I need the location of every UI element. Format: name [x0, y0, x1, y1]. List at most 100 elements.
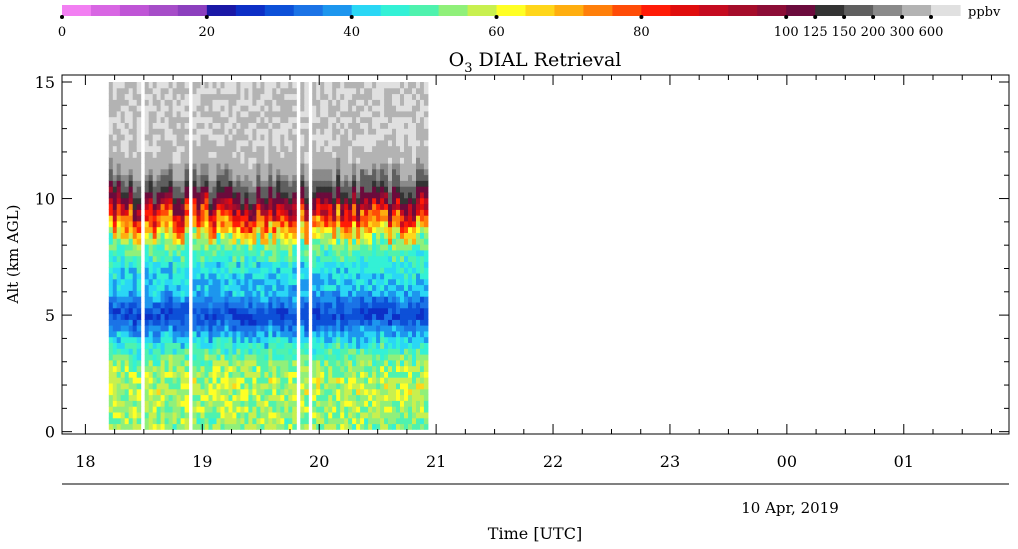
heatmap-cell — [380, 394, 385, 401]
heatmap-cell — [368, 116, 373, 123]
heatmap-cell — [384, 302, 389, 309]
heatmap-cell — [148, 116, 154, 123]
heatmap-cell — [376, 307, 381, 315]
heatmap-cell — [156, 412, 162, 419]
heatmap-cell — [300, 417, 305, 425]
heatmap-cell — [144, 203, 150, 210]
heatmap-cell — [400, 220, 405, 228]
heatmap-cell — [220, 186, 225, 193]
heatmap-cell — [116, 203, 122, 210]
heatmap-cell — [384, 105, 389, 112]
heatmap-cell — [184, 255, 190, 262]
heatmap-cell — [288, 82, 293, 89]
heatmap-cell — [216, 423, 221, 430]
heatmap-cell — [108, 412, 114, 419]
heatmap-cell — [212, 325, 217, 332]
heatmap-cell — [148, 359, 154, 367]
heatmap-cell — [232, 290, 237, 297]
heatmap-cell — [176, 157, 182, 164]
heatmap-cell — [180, 174, 186, 181]
heatmap-cell — [160, 134, 166, 141]
heatmap-cell — [312, 192, 317, 199]
heatmap-cell — [196, 105, 201, 112]
heatmap-cell — [204, 99, 209, 106]
heatmap-cell — [423, 417, 429, 425]
heatmap-cell — [184, 394, 190, 401]
heatmap-cell — [352, 168, 357, 176]
heatmap-cell — [260, 365, 265, 372]
heatmap-cell — [252, 342, 257, 349]
heatmap-cell — [168, 238, 174, 245]
heatmap-cell — [252, 226, 257, 233]
heatmap-cell — [112, 163, 118, 170]
heatmap-cell — [156, 365, 162, 372]
heatmap-cell — [316, 255, 321, 262]
heatmap-cell — [208, 128, 213, 135]
heatmap-cell — [260, 110, 265, 118]
heatmap-cell — [256, 122, 261, 129]
heatmap-cell — [320, 192, 325, 199]
heatmap-cell — [132, 313, 138, 320]
heatmap-cell — [400, 174, 405, 181]
heatmap-cell — [360, 163, 365, 170]
heatmap-cell — [192, 354, 197, 361]
heatmap-cell — [216, 168, 221, 176]
heatmap-cell — [404, 284, 409, 291]
heatmap-cell — [416, 87, 421, 95]
heatmap-cell — [160, 238, 166, 245]
heatmap-cell — [180, 122, 186, 129]
heatmap-cell — [340, 249, 345, 257]
heatmap-cell — [368, 388, 373, 396]
heatmap-cell — [164, 209, 170, 216]
heatmap-cell — [236, 273, 241, 280]
heatmap-cell — [132, 82, 138, 89]
heatmap-cell — [412, 313, 417, 320]
heatmap-cell — [360, 417, 365, 425]
heatmap-cell — [256, 412, 261, 419]
heatmap-cell — [300, 302, 305, 309]
heatmap-cell — [284, 383, 289, 390]
heatmap-cell — [312, 226, 317, 233]
heatmap-cell — [192, 215, 197, 222]
heatmap-cell — [112, 244, 118, 251]
heatmap-cell — [164, 87, 170, 95]
heatmap-cell — [168, 197, 174, 205]
heatmap-cell — [388, 296, 393, 303]
heatmap-cell — [288, 180, 293, 187]
heatmap-cell — [276, 226, 281, 233]
heatmap-cell — [412, 110, 417, 118]
heatmap-cell — [136, 290, 142, 297]
heatmap-cell — [176, 87, 182, 95]
heatmap-cell — [364, 93, 369, 100]
heatmap-cell — [148, 278, 154, 286]
heatmap-cell — [332, 336, 337, 343]
heatmap-cell — [332, 290, 337, 297]
heatmap-cell — [423, 400, 429, 407]
heatmap-cell — [220, 296, 225, 303]
heatmap-cell — [204, 307, 209, 315]
heatmap-cell — [344, 99, 349, 106]
heatmap-cell — [416, 325, 421, 332]
heatmap-cell — [108, 99, 114, 106]
heatmap-cell — [324, 365, 329, 372]
heatmap-cell — [184, 192, 190, 199]
heatmap-cell — [304, 134, 309, 141]
heatmap-cell — [280, 122, 285, 129]
heatmap-cell — [352, 255, 357, 262]
heatmap-cell — [280, 163, 285, 170]
heatmap-cell — [180, 232, 186, 239]
heatmap-cell — [280, 226, 285, 233]
heatmap-cell — [224, 307, 229, 315]
heatmap-cell — [324, 330, 329, 338]
heatmap-cell — [408, 145, 413, 152]
heatmap-cell — [248, 163, 253, 170]
heatmap-cell — [264, 180, 269, 187]
heatmap-cell — [220, 383, 225, 390]
heatmap-cell — [120, 110, 126, 118]
heatmap-cell — [284, 116, 289, 123]
heatmap-cell — [144, 244, 150, 251]
heatmap-cell — [348, 377, 353, 384]
heatmap-cell — [376, 325, 381, 332]
heatmap-cell — [156, 423, 162, 430]
heatmap-cell — [288, 151, 293, 158]
